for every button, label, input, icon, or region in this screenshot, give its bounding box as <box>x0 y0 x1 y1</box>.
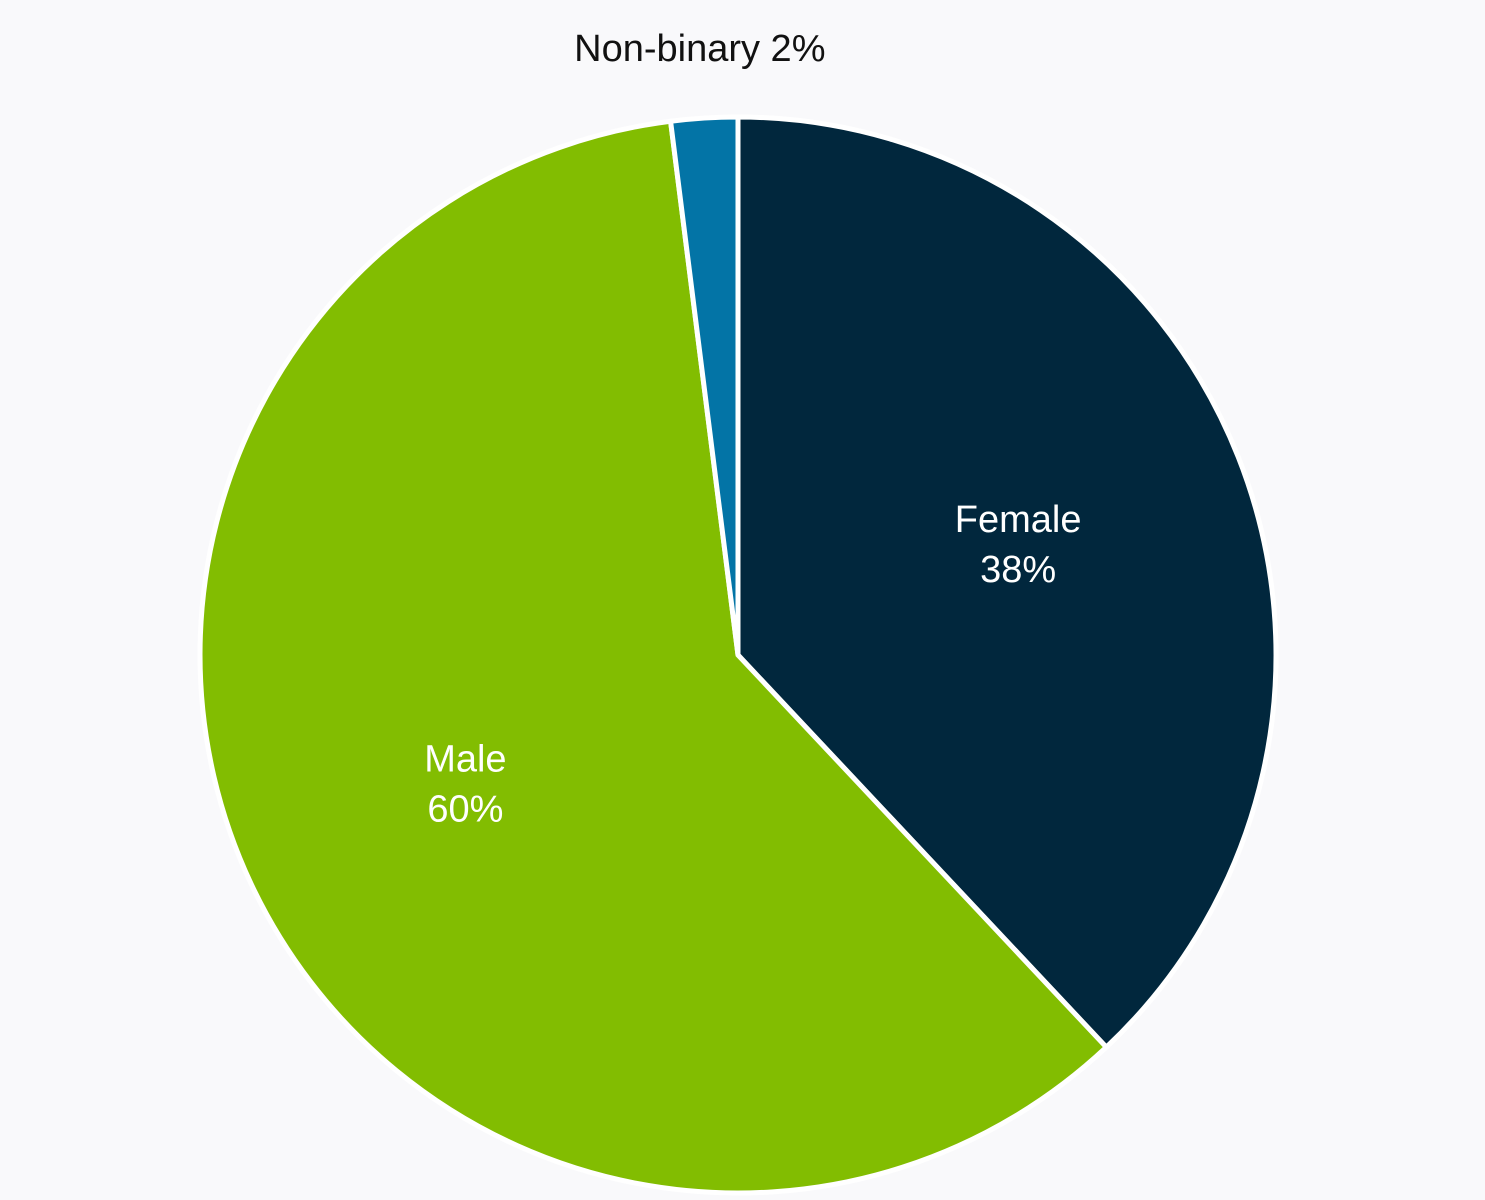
pie-labels: Female 38% Male 60% Non-binary 2% <box>424 28 1081 830</box>
pie-label-non-binary: Non-binary 2% <box>574 28 825 70</box>
pie-slices <box>197 114 1279 1196</box>
pie-label-male-name: Male <box>424 738 506 780</box>
pie-label-male-value: 60% <box>427 788 503 830</box>
pie-slice-non-binary <box>667 114 741 656</box>
pie-label-female-name: Female <box>955 499 1082 541</box>
pie-slice-male <box>197 118 1110 1196</box>
pie-label-male: Male 60% <box>424 738 506 830</box>
pie-slice-female <box>735 114 1279 1051</box>
pie-label-female: Female 38% <box>955 499 1082 591</box>
pie-label-female-value: 38% <box>980 549 1056 591</box>
